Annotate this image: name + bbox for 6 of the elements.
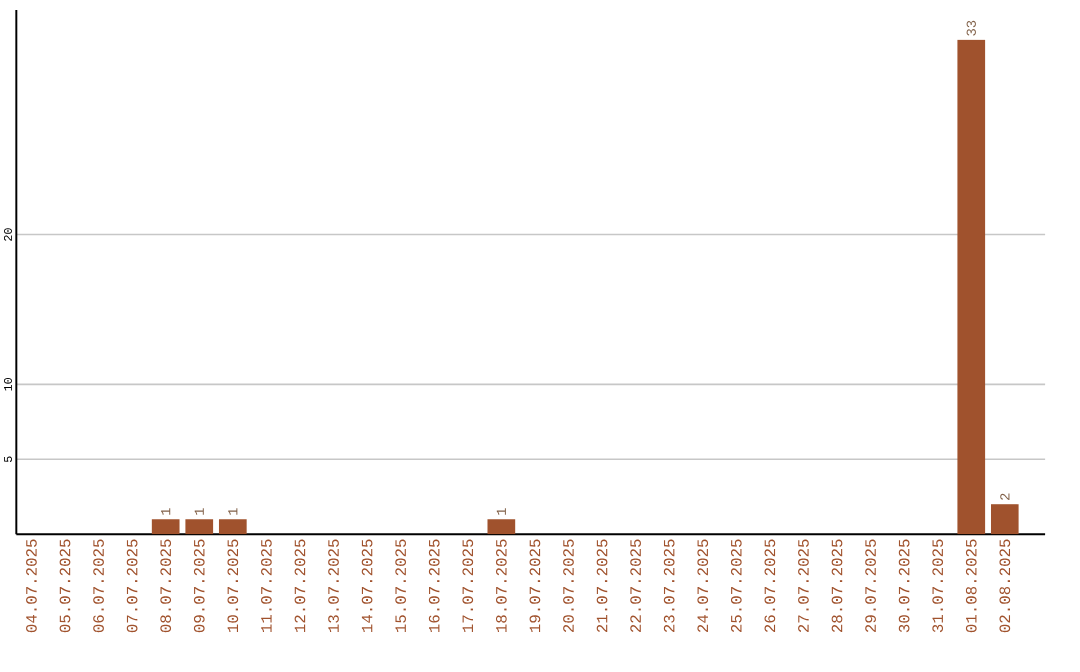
bar xyxy=(487,518,516,534)
bar xyxy=(185,518,214,534)
bar xyxy=(218,518,247,534)
bar xyxy=(957,39,986,534)
bar xyxy=(990,503,1019,534)
bar xyxy=(151,518,180,534)
